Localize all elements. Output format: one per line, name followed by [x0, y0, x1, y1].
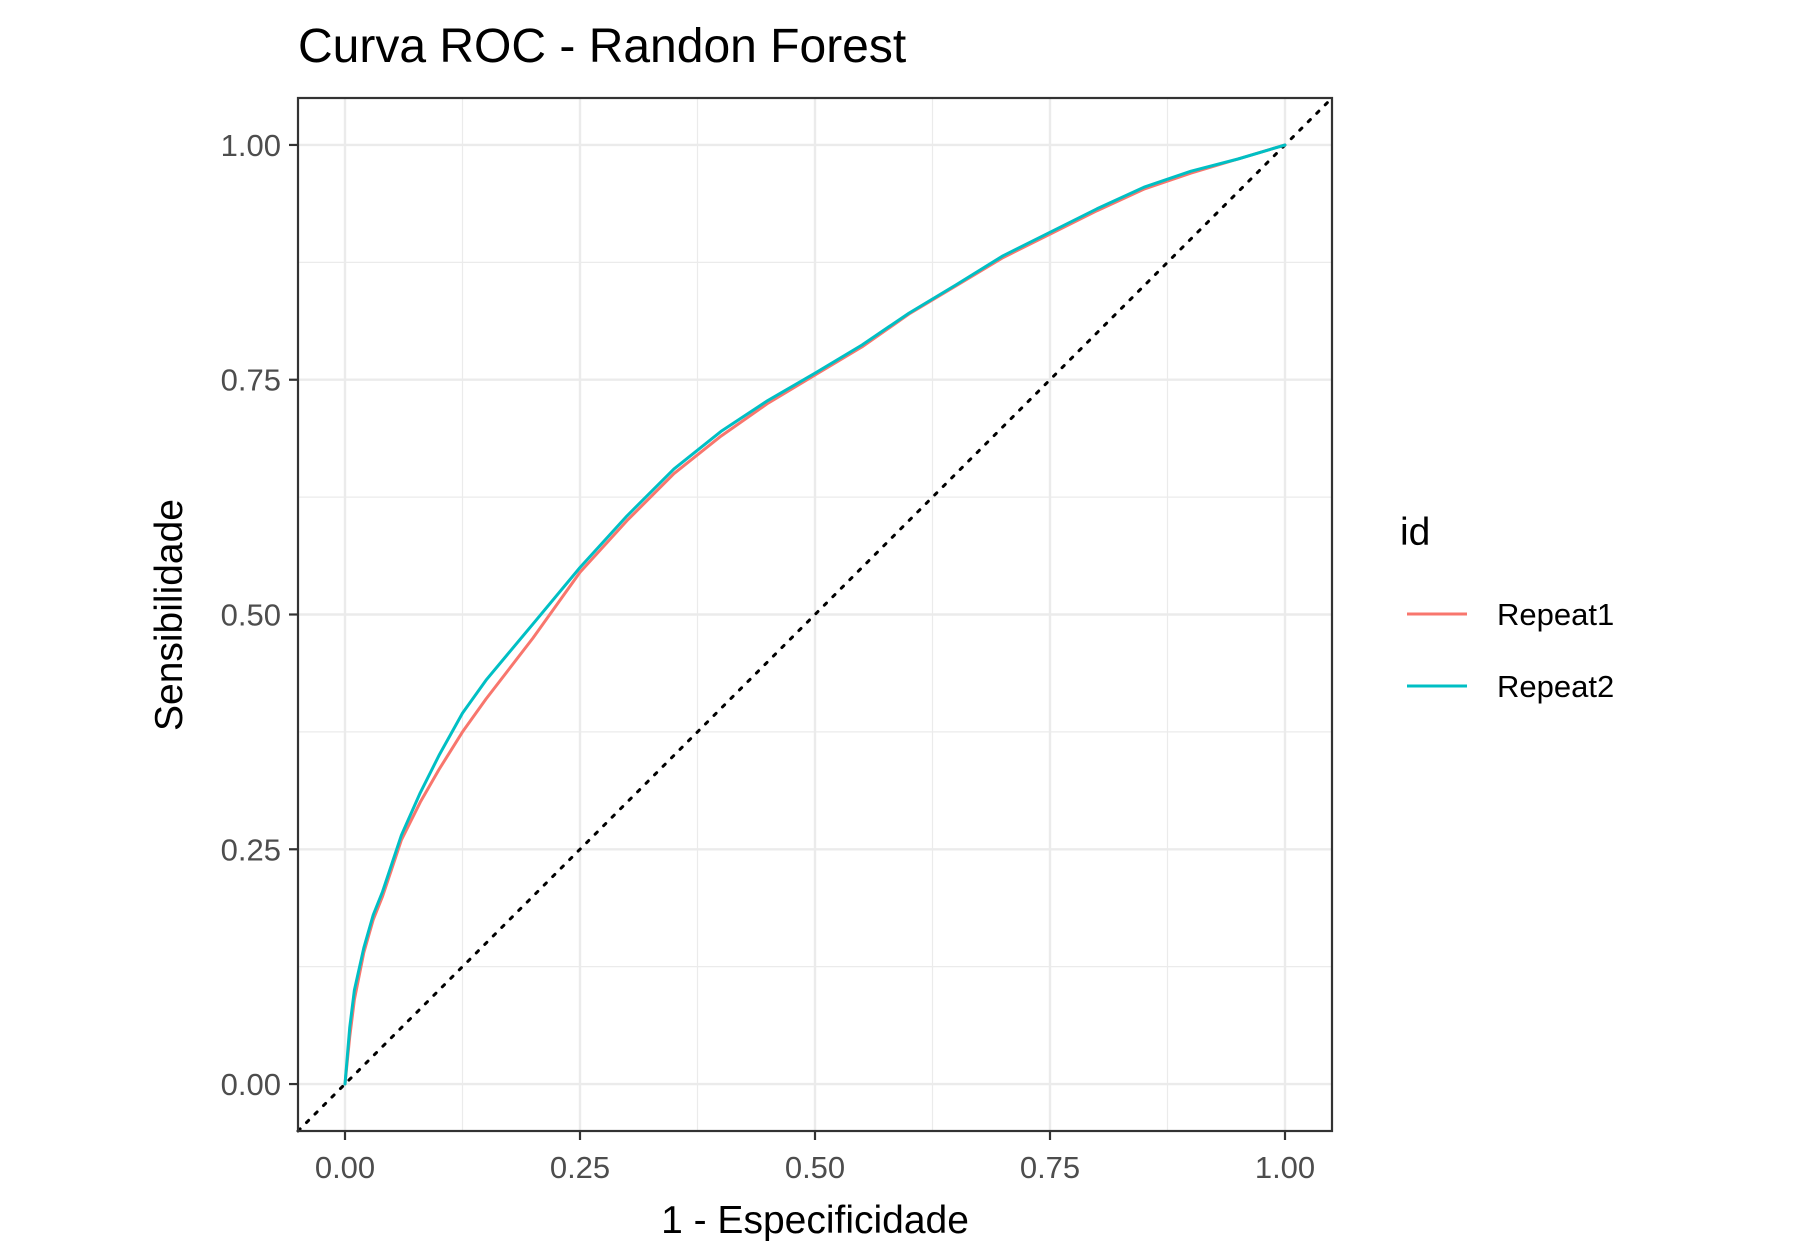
x-tick-label: 1.00 [1255, 1150, 1315, 1185]
series-line-repeat1 [343, 143, 1287, 1086]
x-axis-title: 1 - Especificidade [661, 1199, 969, 1242]
legend: id Repeat1 Repeat2 [1400, 511, 1614, 704]
series-line-repeat2 [343, 143, 1287, 1086]
x-tick-label: 0.00 [315, 1150, 375, 1185]
diagonal-reference-line [296, 96, 1334, 1133]
y-tick-label: 1.00 [221, 128, 281, 163]
chart-title: Curva ROC - Randon Forest [298, 20, 906, 73]
legend-label-repeat1: Repeat1 [1497, 597, 1614, 632]
y-axis-title: Sensibilidade [148, 499, 191, 731]
y-tick-label: 0.00 [221, 1067, 281, 1102]
series-layer [343, 143, 1287, 1086]
x-tick-label: 0.50 [785, 1150, 845, 1185]
x-tick-label: 0.25 [550, 1150, 610, 1185]
x-axis: 0.00 0.25 0.50 0.75 1.00 [315, 1131, 1315, 1185]
y-tick-label: 0.50 [221, 598, 281, 633]
y-tick-label: 0.75 [221, 363, 281, 398]
major-gridlines [298, 98, 1332, 1131]
x-tick-label: 0.75 [1020, 1150, 1080, 1185]
y-tick-label: 0.25 [221, 832, 281, 867]
legend-label-repeat2: Repeat2 [1497, 669, 1614, 704]
y-axis: 0.00 0.25 0.50 0.75 1.00 [221, 128, 298, 1102]
legend-title: id [1400, 511, 1430, 554]
